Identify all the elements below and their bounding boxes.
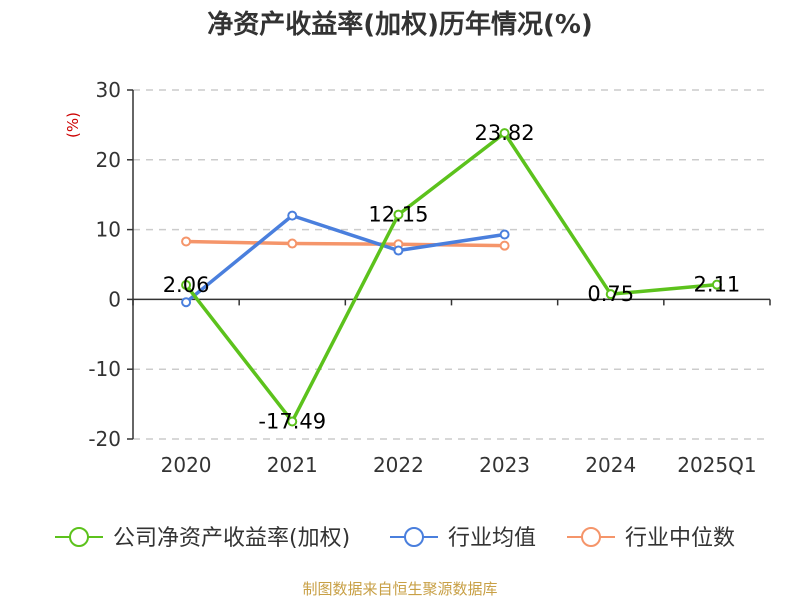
x-tick-label: 2025Q1 bbox=[677, 453, 756, 477]
data-label: 12.15 bbox=[368, 203, 428, 227]
x-tick-label: 2023 bbox=[479, 453, 530, 477]
series-line-1 bbox=[184, 213, 505, 304]
data-point bbox=[287, 210, 298, 221]
data-point bbox=[711, 279, 722, 290]
data-point bbox=[287, 238, 298, 249]
legend-marker bbox=[69, 527, 89, 547]
data-label: -17.49 bbox=[258, 409, 326, 433]
y-axis-unit-label: (%) bbox=[64, 112, 82, 138]
x-tick-label: 2020 bbox=[161, 453, 212, 477]
data-label: 0.75 bbox=[587, 282, 634, 306]
y-tick-label: -10 bbox=[88, 357, 121, 381]
data-point bbox=[181, 297, 192, 308]
y-tick-label: 30 bbox=[96, 78, 121, 102]
data-point bbox=[499, 229, 510, 240]
data-point bbox=[287, 416, 298, 427]
legend-marker bbox=[404, 527, 424, 547]
legend-marker bbox=[581, 527, 601, 547]
data-point bbox=[605, 289, 616, 300]
data-point bbox=[393, 245, 404, 256]
x-tick-label: 2022 bbox=[373, 453, 424, 477]
data-labels: 2.06 -17.49 12.15 23.82 0.75 2.11 bbox=[163, 121, 741, 433]
data-point bbox=[393, 209, 404, 220]
source-note: 制图数据来自恒生聚源数据库 bbox=[302, 580, 498, 598]
data-label: 2.11 bbox=[694, 273, 741, 297]
chart-title: 净资产收益率(加权)历年情况(%) bbox=[207, 10, 593, 40]
y-tick-label: 20 bbox=[96, 148, 121, 172]
data-point bbox=[499, 240, 510, 251]
x-tick-label: 2024 bbox=[585, 453, 636, 477]
data-label: 2.06 bbox=[163, 273, 210, 297]
data-point bbox=[181, 280, 192, 291]
series-line-2 bbox=[186, 239, 505, 248]
y-tick-label: 0 bbox=[108, 287, 121, 311]
legend-label: 行业中位数 bbox=[625, 526, 735, 551]
y-tick-label: 10 bbox=[96, 218, 121, 242]
axes: -20 -10 0 10 20 30 2020 2021 2022 2023 2024 2025Q1 bbox=[88, 78, 771, 477]
legend: 公司净资产收益率(加权) 行业均值 行业中位数 bbox=[55, 526, 735, 551]
grid-lines bbox=[133, 89, 770, 440]
y-tick-label: -20 bbox=[88, 427, 121, 451]
data-point bbox=[499, 128, 510, 139]
legend-label: 行业均值 bbox=[448, 526, 536, 551]
legend-label: 公司净资产收益率(加权) bbox=[113, 526, 350, 551]
data-label: 23.82 bbox=[475, 121, 535, 145]
x-tick-label: 2021 bbox=[267, 453, 318, 477]
data-point bbox=[181, 236, 192, 247]
series-layer bbox=[181, 128, 722, 427]
series-line-0 bbox=[184, 131, 718, 424]
